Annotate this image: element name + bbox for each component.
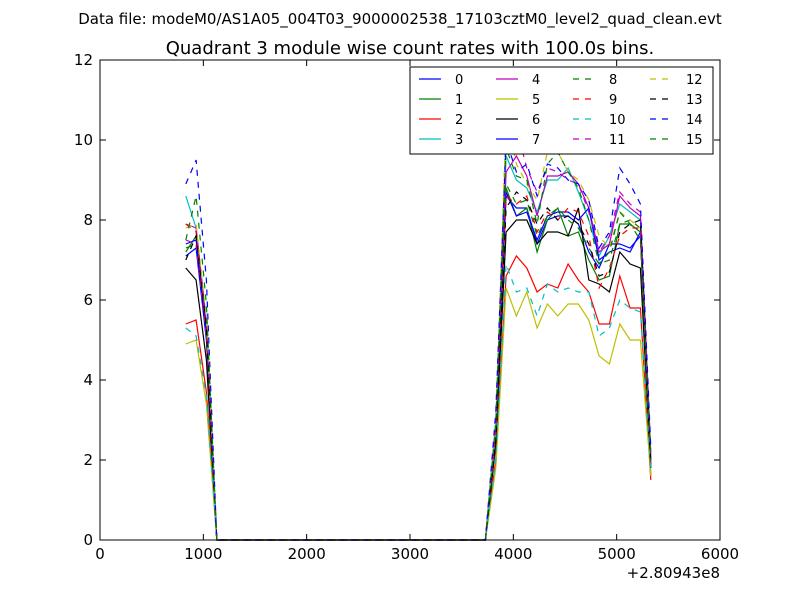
legend-label-10: 10 (609, 113, 626, 128)
legend-label-15: 15 (686, 133, 703, 148)
y-tick-label-2: 4 (83, 371, 93, 389)
legend-label-3: 3 (455, 133, 463, 148)
y-tick-label-3: 6 (83, 291, 93, 309)
y-tick-label-6: 12 (74, 51, 93, 69)
x-tick-label-0: 0 (95, 545, 105, 563)
series-line-10 (185, 263, 652, 541)
legend-label-12: 12 (686, 73, 703, 88)
x-tick-label-1: 1000 (184, 545, 222, 563)
legend-label-2: 2 (455, 113, 463, 128)
legend-label-8: 8 (609, 73, 617, 88)
legend-label-0: 0 (455, 73, 463, 88)
legend-label-11: 11 (609, 133, 626, 148)
plot-frame (99, 59, 721, 541)
series-line-15 (185, 147, 652, 541)
x-tick-label-3: 3000 (391, 545, 429, 563)
chart-title: Quadrant 3 module wise count rates with … (166, 38, 655, 59)
x-tick-label-2: 2000 (288, 545, 326, 563)
legend-label-5: 5 (532, 93, 540, 108)
x-tick-label-4: 4000 (494, 545, 532, 563)
legend-label-9: 9 (609, 93, 617, 108)
legend-label-6: 6 (532, 113, 540, 128)
suptitle: Data file: modeM0/AS1A05_004T03_90000025… (78, 10, 722, 29)
y-tick-label-0: 0 (83, 531, 93, 549)
x-offset-label: +2.80943e8 (627, 564, 720, 582)
legend-label-14: 14 (686, 113, 703, 128)
legend-label-1: 1 (455, 93, 463, 108)
y-tick-label-5: 10 (74, 131, 93, 149)
y-tick-label-1: 2 (83, 451, 93, 469)
legend-label-7: 7 (532, 133, 540, 148)
legend-label-4: 4 (532, 73, 540, 88)
x-tick-label-6: 6000 (701, 545, 739, 563)
legend-label-13: 13 (686, 93, 703, 108)
x-tick-label-5: 5000 (598, 545, 636, 563)
y-tick-label-4: 8 (83, 211, 93, 229)
